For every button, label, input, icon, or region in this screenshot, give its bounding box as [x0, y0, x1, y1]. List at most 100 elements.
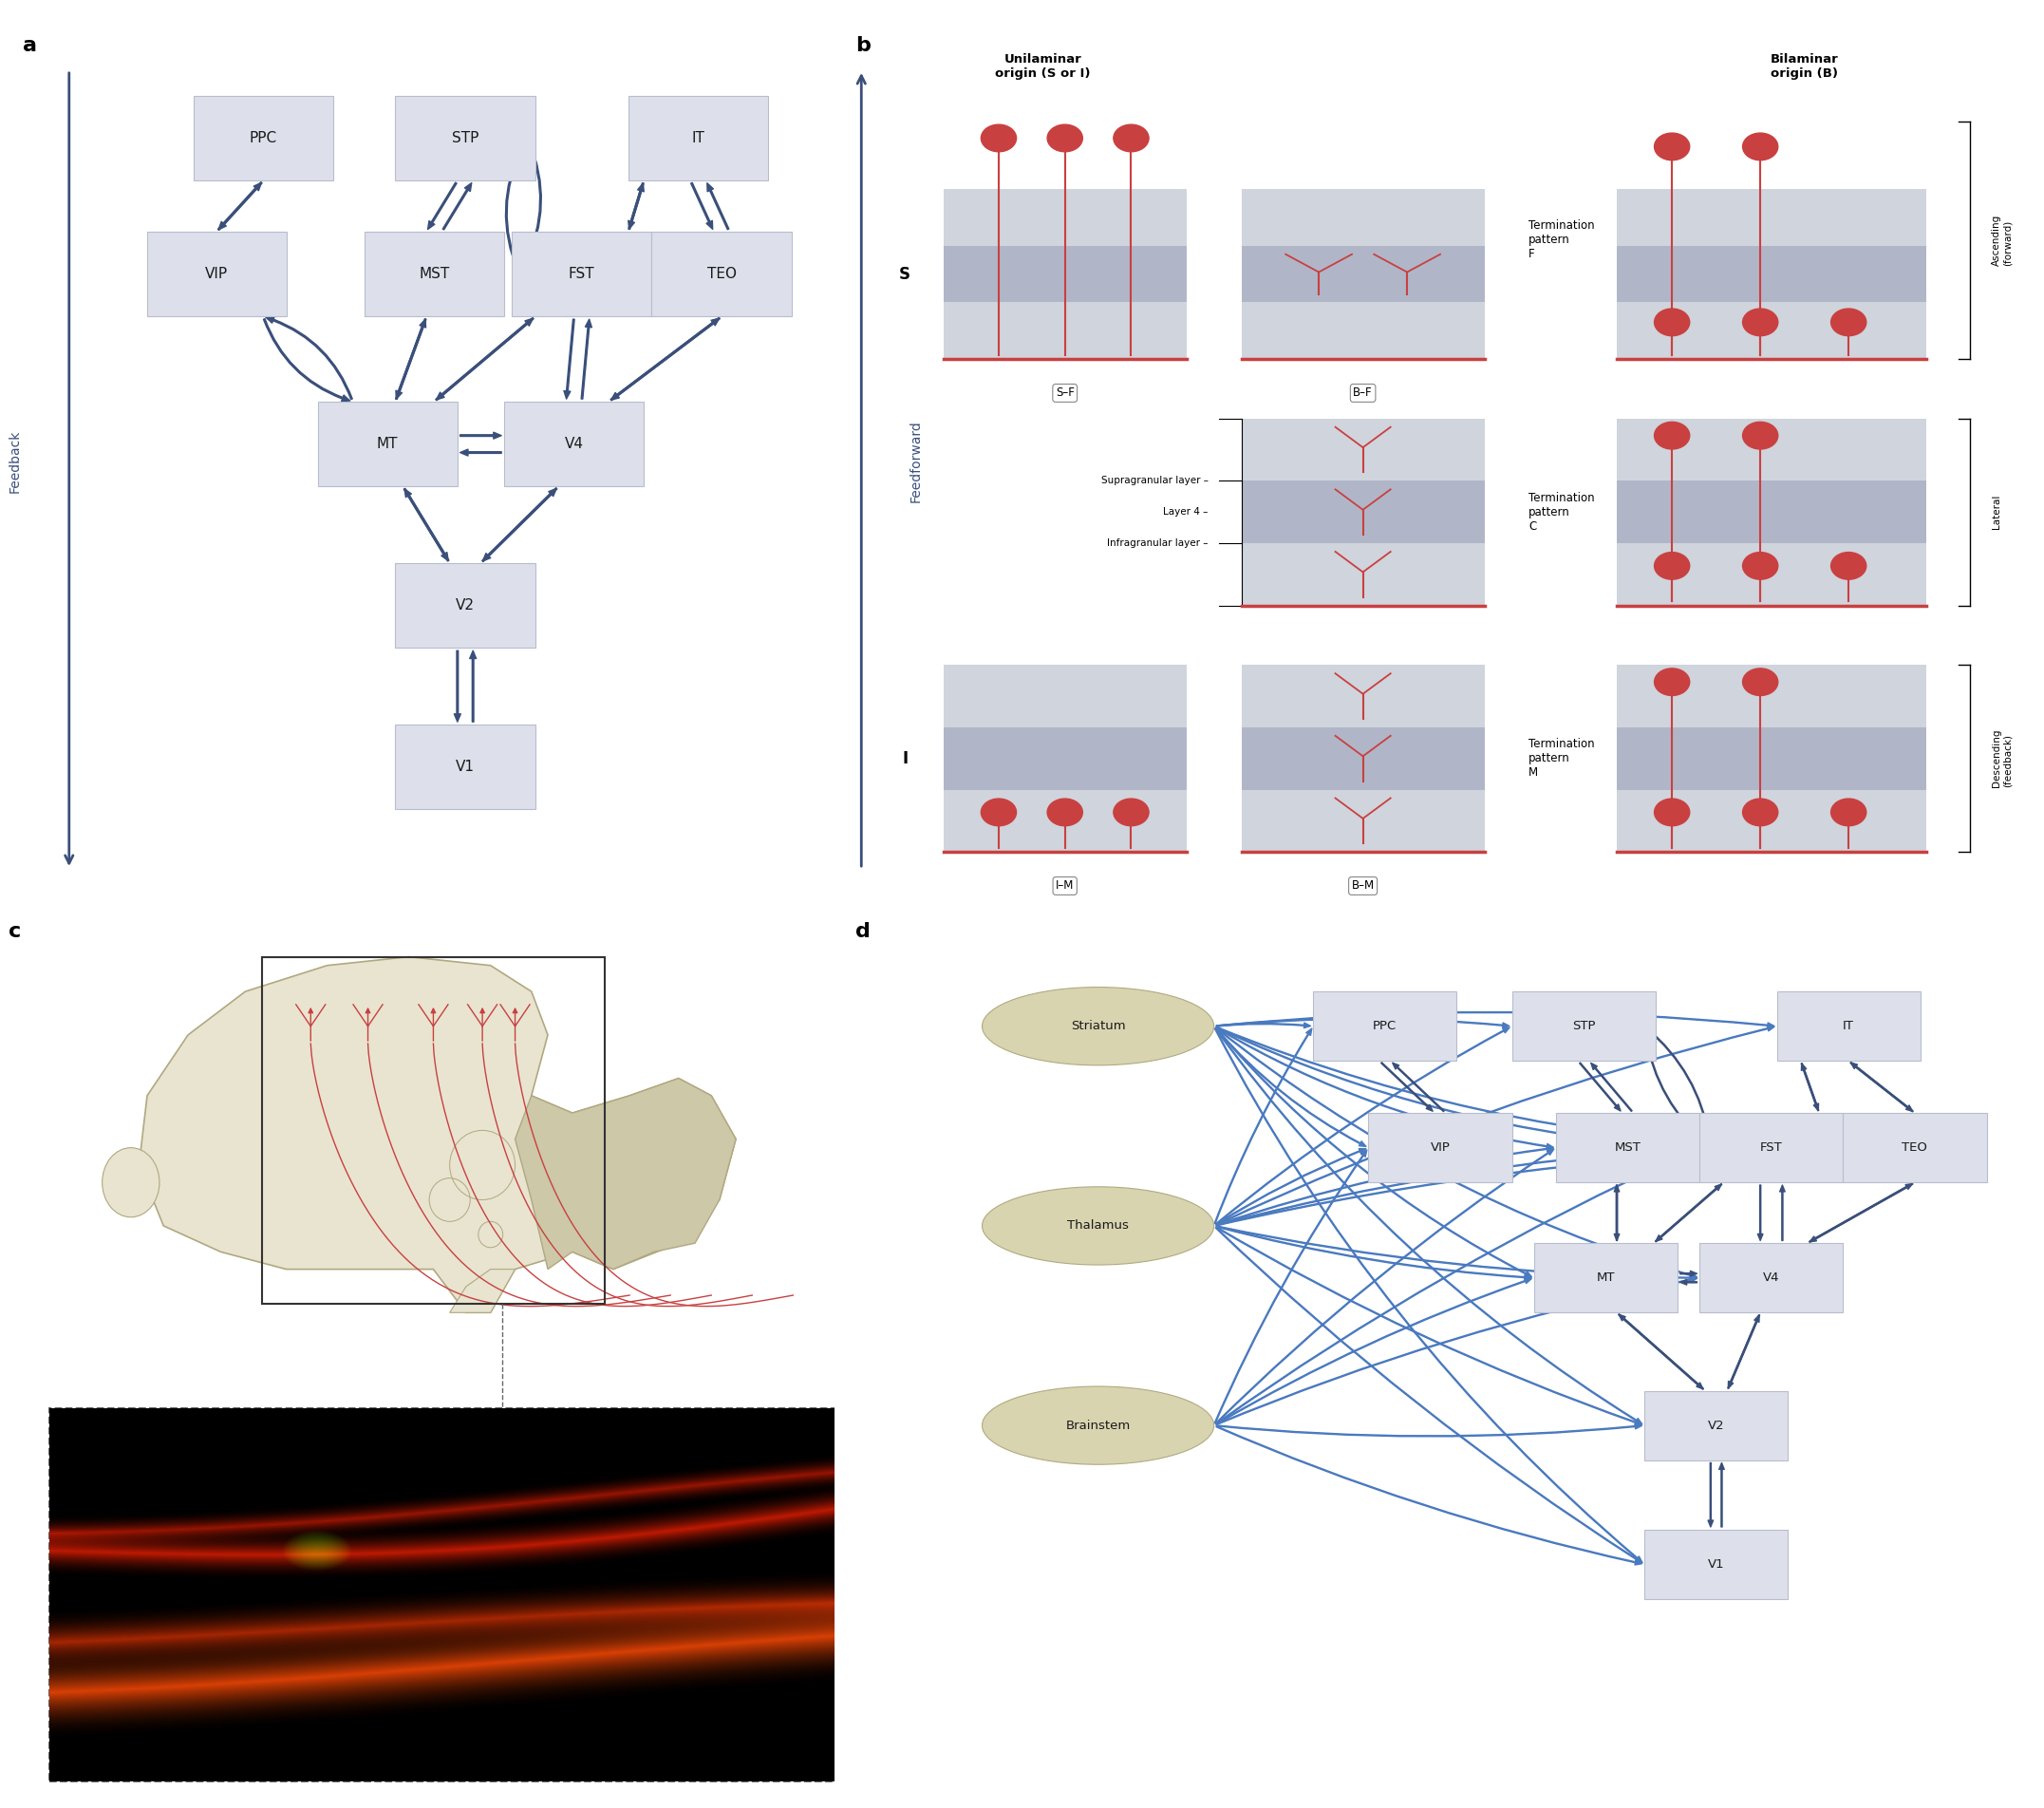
FancyArrowPatch shape [1382, 1063, 1433, 1112]
FancyArrowPatch shape [1216, 1228, 1641, 1562]
Text: MT: MT [376, 438, 399, 452]
FancyArrowPatch shape [1216, 1027, 1840, 1150]
Text: Termination
pattern
C: Termination pattern C [1529, 492, 1594, 532]
FancyBboxPatch shape [194, 96, 333, 181]
FancyArrowPatch shape [1216, 1423, 1641, 1437]
Bar [1241, 419, 1484, 481]
FancyArrowPatch shape [1216, 1228, 1641, 1425]
Ellipse shape [981, 1186, 1214, 1266]
Text: Supragranular layer –: Supragranular layer – [1102, 476, 1208, 486]
Bar [944, 665, 1186, 727]
FancyArrowPatch shape [1216, 1023, 1310, 1029]
FancyArrowPatch shape [1216, 1146, 1553, 1226]
FancyArrowPatch shape [611, 318, 719, 401]
FancyArrowPatch shape [1729, 1314, 1760, 1389]
Text: VIP: VIP [1431, 1141, 1449, 1154]
FancyArrowPatch shape [1656, 1184, 1721, 1242]
Circle shape [1744, 669, 1778, 696]
Text: MST: MST [1615, 1141, 1641, 1154]
Text: Layer 4 –: Layer 4 – [1163, 508, 1208, 517]
FancyBboxPatch shape [394, 96, 536, 181]
Circle shape [1744, 551, 1778, 579]
Text: Ascending
(forward): Ascending (forward) [1993, 215, 2013, 266]
Text: To BPN: To BPN [728, 1759, 760, 1768]
FancyArrowPatch shape [1216, 1278, 1531, 1425]
FancyArrowPatch shape [405, 488, 450, 560]
Text: STP: STP [452, 130, 478, 145]
FancyArrowPatch shape [444, 183, 472, 230]
Circle shape [1114, 125, 1149, 152]
Text: B–M: B–M [1351, 880, 1374, 891]
Bar [1617, 246, 1925, 302]
FancyArrowPatch shape [628, 183, 644, 230]
FancyArrowPatch shape [1216, 1027, 1511, 1224]
FancyArrowPatch shape [1216, 1148, 1697, 1425]
Circle shape [1831, 799, 1866, 826]
FancyArrowPatch shape [470, 651, 476, 721]
FancyArrowPatch shape [454, 651, 460, 721]
FancyArrowPatch shape [1619, 1314, 1703, 1389]
Text: c: c [8, 922, 20, 942]
Bar [1241, 727, 1484, 790]
Text: TEO: TEO [1903, 1141, 1927, 1154]
Text: STP: STP [1572, 1020, 1594, 1032]
FancyBboxPatch shape [317, 401, 458, 486]
Text: TEO: TEO [707, 268, 736, 282]
Ellipse shape [102, 1148, 159, 1217]
Bar [1241, 481, 1484, 542]
Text: Unilaminar
origin (S or I): Unilaminar origin (S or I) [995, 52, 1091, 80]
FancyBboxPatch shape [364, 231, 505, 316]
Bar [1617, 542, 1925, 606]
FancyArrowPatch shape [1643, 1029, 1709, 1146]
FancyArrowPatch shape [564, 320, 574, 400]
Text: IT: IT [691, 130, 705, 145]
FancyArrowPatch shape [1216, 1276, 1697, 1425]
Circle shape [1654, 421, 1690, 448]
FancyArrowPatch shape [1216, 1025, 1774, 1226]
Text: L5p axons: L5p axons [468, 1604, 566, 1616]
FancyBboxPatch shape [1513, 991, 1656, 1061]
Text: S: S [899, 266, 910, 282]
FancyBboxPatch shape [1776, 991, 1921, 1061]
FancyArrowPatch shape [1216, 1012, 1774, 1029]
Bar [1241, 190, 1484, 246]
Circle shape [1654, 309, 1690, 336]
FancyBboxPatch shape [505, 401, 644, 486]
FancyArrowPatch shape [460, 448, 501, 456]
FancyArrowPatch shape [1216, 1027, 1697, 1150]
FancyArrowPatch shape [1590, 1063, 1631, 1112]
FancyArrowPatch shape [1216, 1148, 1365, 1224]
Text: Feedback: Feedback [8, 430, 20, 492]
FancyArrowPatch shape [1214, 1150, 1367, 1423]
FancyArrowPatch shape [1216, 1144, 1840, 1226]
Bar [944, 302, 1186, 360]
Bar [944, 190, 1186, 246]
Text: b: b [854, 36, 871, 56]
FancyArrowPatch shape [1580, 1063, 1621, 1110]
FancyArrowPatch shape [1216, 1146, 1697, 1226]
FancyArrowPatch shape [1216, 1027, 1697, 1278]
FancyArrowPatch shape [1809, 1182, 1913, 1242]
FancyArrowPatch shape [427, 183, 456, 230]
FancyArrowPatch shape [1809, 1184, 1913, 1242]
FancyArrowPatch shape [405, 488, 448, 560]
FancyBboxPatch shape [1555, 1114, 1701, 1182]
Text: V4: V4 [1764, 1271, 1780, 1284]
FancyArrowPatch shape [1801, 1063, 1819, 1110]
FancyArrowPatch shape [1680, 1271, 1697, 1276]
Circle shape [1654, 134, 1690, 161]
FancyArrowPatch shape [397, 318, 427, 400]
FancyBboxPatch shape [1643, 1530, 1788, 1598]
Ellipse shape [981, 987, 1214, 1065]
Bar [1617, 481, 1925, 542]
Bar [1241, 542, 1484, 606]
Text: I–M: I–M [1057, 880, 1073, 891]
FancyBboxPatch shape [652, 231, 791, 316]
FancyArrowPatch shape [482, 488, 556, 562]
FancyArrowPatch shape [628, 183, 644, 230]
Text: MST: MST [419, 268, 450, 282]
Bar [1617, 665, 1925, 727]
Text: V2: V2 [456, 598, 474, 613]
FancyArrowPatch shape [264, 318, 350, 401]
Text: V1: V1 [456, 759, 474, 774]
